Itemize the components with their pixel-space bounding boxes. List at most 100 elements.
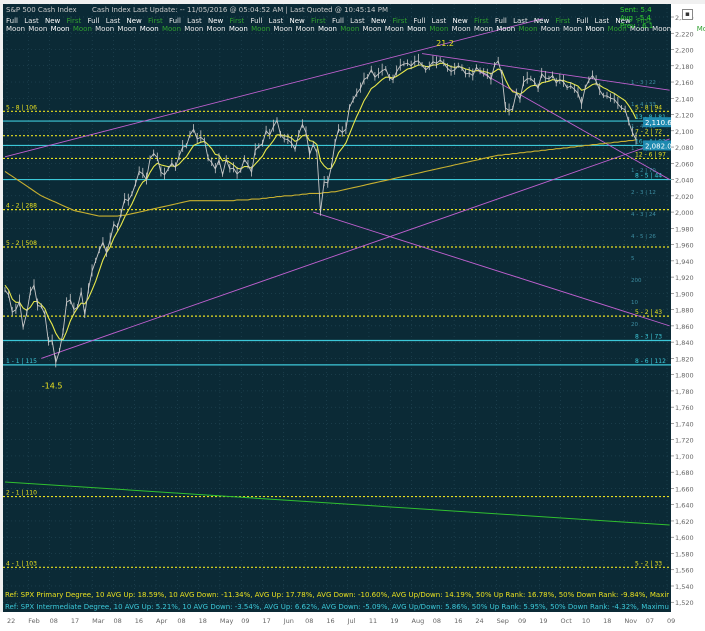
- x-tick-label-11: 09: [241, 617, 249, 625]
- moon-phase-moon-17: Moon: [384, 25, 407, 33]
- y-tick-label-1740: 1,740: [675, 420, 694, 428]
- moon-phase-moon-9: Moon: [206, 25, 228, 33]
- moon-phase-moon-1: Moon: [28, 25, 50, 33]
- channel-line-1: [41, 138, 670, 359]
- high-extreme-label: 21.2: [436, 39, 454, 48]
- moon-phase-word-11: First: [229, 17, 247, 25]
- x-tick-label-2: 08: [50, 617, 58, 625]
- moon-phase-word-9: Last: [187, 17, 204, 25]
- x-tick-label-28: 18: [603, 617, 611, 625]
- x-tick-label-25: 19: [539, 617, 547, 625]
- x-tick-label-18: 19: [390, 617, 398, 625]
- moon-phase-moon-19: Moon: [429, 25, 451, 33]
- x-tick-label-6: 16: [135, 617, 143, 625]
- moon-phase-word-31: First: [636, 17, 652, 25]
- channel-line-3: [476, 69, 670, 180]
- y-tick-label-1660: 1,660: [675, 485, 694, 493]
- y-tick-label-1980: 1,980: [675, 225, 694, 233]
- x-tick-label-0: 22: [7, 617, 15, 625]
- y-tick-label-1540: 1,540: [675, 583, 694, 591]
- y-tick-label-2000: 2,000: [675, 209, 694, 217]
- moon-phase-word-16: Full: [331, 17, 347, 25]
- x-tick-label-30: 07: [646, 617, 654, 625]
- moon-phase-moon-16: Moon: [362, 25, 384, 33]
- x-tick-label-22: 24: [475, 617, 483, 625]
- moving-average-0: [4, 62, 637, 341]
- sentiment-prev: Prev : 6.1: [620, 22, 654, 30]
- y-tick-label-1720: 1,720: [675, 437, 694, 445]
- moon-phase-word-13: Last: [268, 17, 286, 25]
- moon-phase-row-2: Moon Moon Moon Moon Moon Moon Moon Moon …: [6, 25, 705, 33]
- x-tick-label-29: Nov: [624, 617, 637, 625]
- level-left-label-10: 1 - 1 | 115: [6, 358, 37, 365]
- moon-phase-word-17: Last: [350, 17, 367, 25]
- chart-subtitle: Cash Index Last Update: -- 11/05/2016 @ …: [92, 6, 388, 14]
- moon-phase-word-25: Last: [513, 17, 530, 25]
- y-tick-label-2040: 2,040: [675, 177, 694, 185]
- y-tick-label-1920: 1,920: [675, 274, 694, 282]
- moon-phase-moon-22: Moon: [496, 25, 518, 33]
- long-term-trendline: [4, 481, 670, 526]
- moon-phase-moon-5: Moon: [117, 25, 139, 33]
- y-tick-label-1960: 1,960: [675, 242, 694, 250]
- moving-average-1: [4, 139, 637, 217]
- moon-phase-moon-13: Moon: [295, 25, 317, 33]
- moon-phase-row: Full Last New First Full Last New First …: [6, 17, 656, 25]
- annotation-5: 2 - 3 | 12: [631, 190, 656, 196]
- footer-intermediate-degree: Ref: SPX Intermediate Degree, 10 AVG Up:…: [5, 603, 669, 611]
- moon-phase-moon-11: Moon: [251, 25, 273, 33]
- chart-title: S&P 500 Cash Index: [6, 6, 77, 14]
- moon-phase-moon-6: Moon: [139, 25, 161, 33]
- annotation-6: 4 - 3 | 24: [631, 212, 656, 218]
- y-tick-label-1620: 1,620: [675, 518, 694, 526]
- x-tick-label-15: 16: [326, 617, 334, 625]
- level-right-label-10: 8 - 6 | 112: [635, 358, 666, 365]
- level-right-label-0: 5 - 8 | 94: [635, 104, 662, 111]
- x-axis: 22 Feb 08 17 Mar 08 16 Apr 08 18 May 09 17 Jun 08 16 Jul…: [7, 617, 675, 625]
- moon-phase-moon-14: Moon: [317, 25, 340, 33]
- level-left-label-6: 4 - 2 | 288: [6, 203, 37, 210]
- minimize-button[interactable]: ▪: [682, 9, 693, 20]
- y-tick-label-1800: 1,800: [675, 372, 694, 380]
- annotation-7: 4 - 5 | 26: [631, 234, 656, 240]
- moon-phase-word-30: New: [615, 17, 633, 25]
- level-left-label-0: 5 - 8 | 106: [6, 104, 37, 111]
- x-tick-label-8: 08: [177, 617, 185, 625]
- moon-phase-word-3: First: [66, 17, 84, 25]
- level-right-label-12: 5 - 2 | 33: [635, 560, 662, 567]
- moon-phase-word-8: Full: [168, 17, 184, 25]
- moon-phase-word-10: New: [207, 17, 226, 25]
- x-tick-label-14: 08: [305, 617, 313, 625]
- moon-phase-moon-28: Moon: [629, 25, 652, 33]
- annotation-9: 200: [631, 278, 642, 284]
- moon-phase-moon-3: Moon: [72, 25, 95, 33]
- x-tick-label-4: Mar: [92, 617, 105, 625]
- moon-phase-moon-25: Moon: [563, 25, 585, 33]
- x-tick-label-24: 09: [518, 617, 526, 625]
- moon-phase-moon-30: Moon: [674, 25, 696, 33]
- y-tick-label-1600: 1,600: [675, 534, 694, 542]
- moon-phase-word-6: New: [126, 17, 144, 25]
- y-tick-label-1680: 1,680: [675, 469, 694, 477]
- moon-phase-word-19: First: [392, 17, 410, 25]
- y-tick-label-1580: 1,580: [675, 550, 694, 558]
- y-axis: 1,520 1,540 1,560 1,580 1,600 1,620 1,640 1,660…: [671, 14, 694, 607]
- moon-phase-word-0: Full: [6, 17, 21, 25]
- x-tick-label-1: Feb: [28, 617, 40, 625]
- y-tick-label-1860: 1,860: [675, 323, 694, 331]
- y-tick-label-1520: 1,520: [675, 599, 694, 607]
- y-tick-label-1840: 1,840: [675, 339, 694, 347]
- channel-line-0: [4, 18, 543, 158]
- y-tick-label-2160: 2,160: [675, 79, 694, 87]
- moon-phase-moon-10: Moon: [228, 25, 251, 33]
- annotation-0: 1 - 3 | 22: [631, 80, 656, 86]
- moon-phase-word-27: First: [555, 17, 573, 25]
- x-tick-label-26: Oct: [561, 617, 573, 625]
- annotation-4: 1 - 2 | 70: [631, 168, 656, 174]
- moon-phase-word-2: New: [45, 17, 63, 25]
- y-tick-label-1900: 1,900: [675, 290, 694, 298]
- moon-phase-moon-20: Moon: [451, 25, 473, 33]
